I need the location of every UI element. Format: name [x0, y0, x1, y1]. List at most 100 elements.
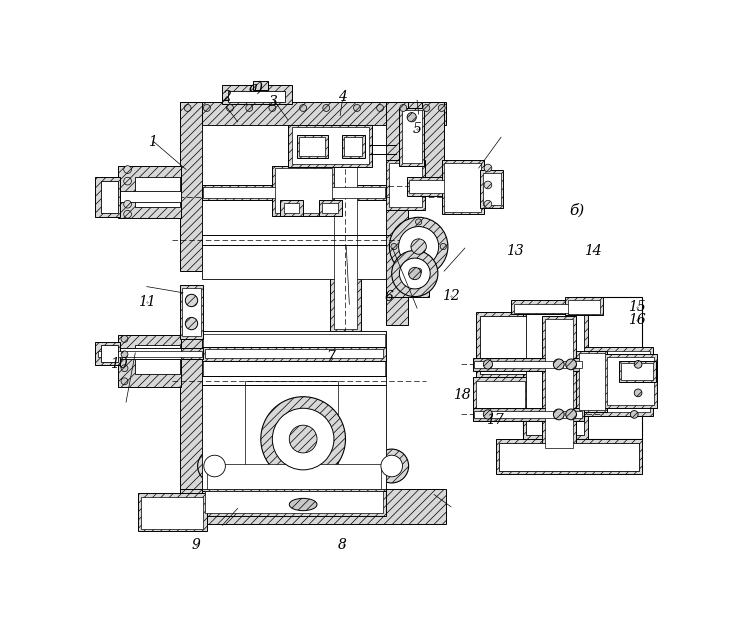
Circle shape: [484, 164, 492, 172]
Bar: [483, 172, 501, 205]
Circle shape: [203, 105, 211, 111]
Bar: [584, 350, 650, 412]
Text: 14: 14: [584, 244, 601, 258]
Text: 8: 8: [338, 538, 347, 552]
Bar: [280, 201, 303, 216]
Bar: [207, 464, 381, 489]
Circle shape: [391, 250, 438, 296]
Circle shape: [415, 268, 422, 275]
Bar: [511, 300, 573, 314]
Bar: [386, 160, 425, 210]
Text: а): а): [249, 81, 264, 95]
Bar: [323, 203, 338, 213]
Bar: [180, 331, 202, 532]
Bar: [205, 349, 383, 358]
Circle shape: [415, 219, 422, 225]
Circle shape: [400, 105, 406, 111]
Circle shape: [438, 105, 445, 111]
Circle shape: [391, 244, 397, 249]
Text: 16: 16: [628, 312, 646, 327]
Circle shape: [124, 177, 131, 185]
Bar: [202, 125, 386, 279]
Bar: [288, 125, 373, 167]
Bar: [141, 497, 203, 529]
Bar: [180, 102, 446, 125]
Bar: [203, 187, 385, 198]
Text: 12: 12: [441, 289, 459, 303]
Circle shape: [400, 258, 430, 289]
Bar: [202, 489, 386, 516]
Bar: [203, 334, 385, 376]
Bar: [499, 443, 639, 471]
Bar: [473, 408, 584, 421]
Bar: [474, 361, 582, 368]
Circle shape: [423, 105, 430, 111]
Bar: [496, 439, 642, 474]
Text: 17: 17: [486, 413, 504, 427]
Text: 6: 6: [384, 291, 393, 305]
Bar: [253, 81, 268, 90]
Circle shape: [269, 105, 276, 111]
Bar: [180, 285, 203, 339]
Circle shape: [124, 201, 131, 208]
Circle shape: [554, 359, 564, 370]
Circle shape: [634, 361, 642, 368]
Bar: [622, 363, 654, 380]
Bar: [473, 377, 528, 416]
Circle shape: [376, 105, 384, 111]
Polygon shape: [523, 296, 642, 439]
Bar: [330, 125, 361, 331]
Bar: [273, 166, 334, 216]
Bar: [607, 358, 654, 405]
Bar: [407, 177, 484, 195]
Text: 9: 9: [191, 538, 200, 552]
Text: 2: 2: [222, 90, 231, 104]
Text: б): б): [570, 204, 585, 218]
Circle shape: [124, 210, 131, 218]
Bar: [568, 300, 601, 314]
Bar: [246, 381, 338, 482]
Bar: [580, 347, 654, 416]
Circle shape: [198, 449, 232, 483]
Circle shape: [565, 359, 577, 370]
Circle shape: [226, 105, 234, 111]
Circle shape: [565, 409, 577, 420]
Bar: [96, 191, 182, 202]
Bar: [523, 304, 588, 439]
Ellipse shape: [289, 498, 317, 511]
Bar: [386, 235, 429, 296]
Circle shape: [483, 410, 492, 419]
Bar: [619, 361, 656, 382]
Bar: [96, 349, 182, 359]
Circle shape: [409, 267, 421, 280]
Bar: [318, 201, 341, 216]
Circle shape: [399, 226, 438, 267]
Bar: [180, 102, 202, 271]
Circle shape: [121, 365, 128, 372]
Circle shape: [484, 201, 492, 208]
Bar: [297, 135, 328, 158]
Circle shape: [121, 378, 128, 385]
Bar: [341, 135, 365, 158]
Text: 7: 7: [326, 350, 335, 364]
Text: 13: 13: [506, 244, 524, 258]
Text: 15: 15: [628, 300, 646, 314]
Bar: [480, 316, 530, 374]
Circle shape: [246, 105, 252, 111]
Text: 5: 5: [413, 122, 422, 136]
Bar: [444, 163, 481, 212]
Bar: [386, 102, 408, 325]
Bar: [118, 335, 182, 388]
Bar: [477, 312, 534, 377]
Bar: [409, 179, 483, 194]
Circle shape: [483, 359, 492, 369]
Circle shape: [440, 244, 447, 249]
Bar: [344, 137, 362, 156]
Bar: [388, 163, 423, 207]
Circle shape: [261, 397, 346, 482]
Bar: [205, 491, 383, 513]
Circle shape: [121, 351, 128, 358]
Bar: [284, 203, 300, 213]
Bar: [229, 91, 285, 102]
Circle shape: [124, 166, 131, 174]
